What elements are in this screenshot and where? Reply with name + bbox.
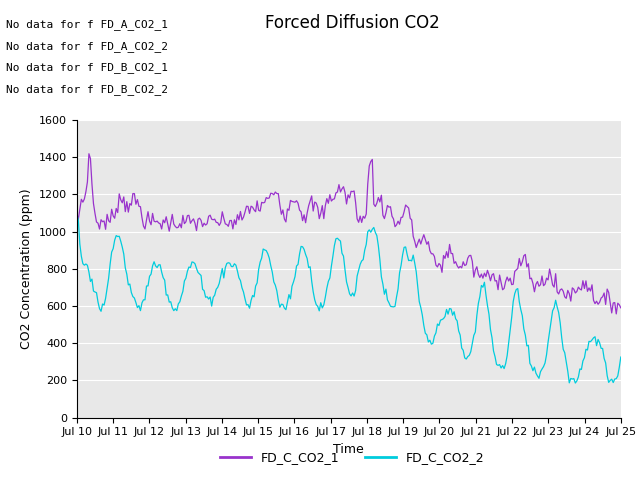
Legend: FD_C_CO2_1, FD_C_CO2_2: FD_C_CO2_1, FD_C_CO2_2 bbox=[214, 446, 490, 469]
Text: No data for f FD_A_CO2_1: No data for f FD_A_CO2_1 bbox=[6, 19, 168, 30]
Text: No data for f FD_B_CO2_2: No data for f FD_B_CO2_2 bbox=[6, 84, 168, 95]
X-axis label: Time: Time bbox=[333, 443, 364, 456]
Text: No data for f FD_B_CO2_1: No data for f FD_B_CO2_1 bbox=[6, 62, 168, 73]
Text: No data for f FD_A_CO2_2: No data for f FD_A_CO2_2 bbox=[6, 41, 168, 52]
Text: Forced Diffusion CO2: Forced Diffusion CO2 bbox=[264, 14, 440, 33]
Y-axis label: CO2 Concentration (ppm): CO2 Concentration (ppm) bbox=[20, 189, 33, 349]
